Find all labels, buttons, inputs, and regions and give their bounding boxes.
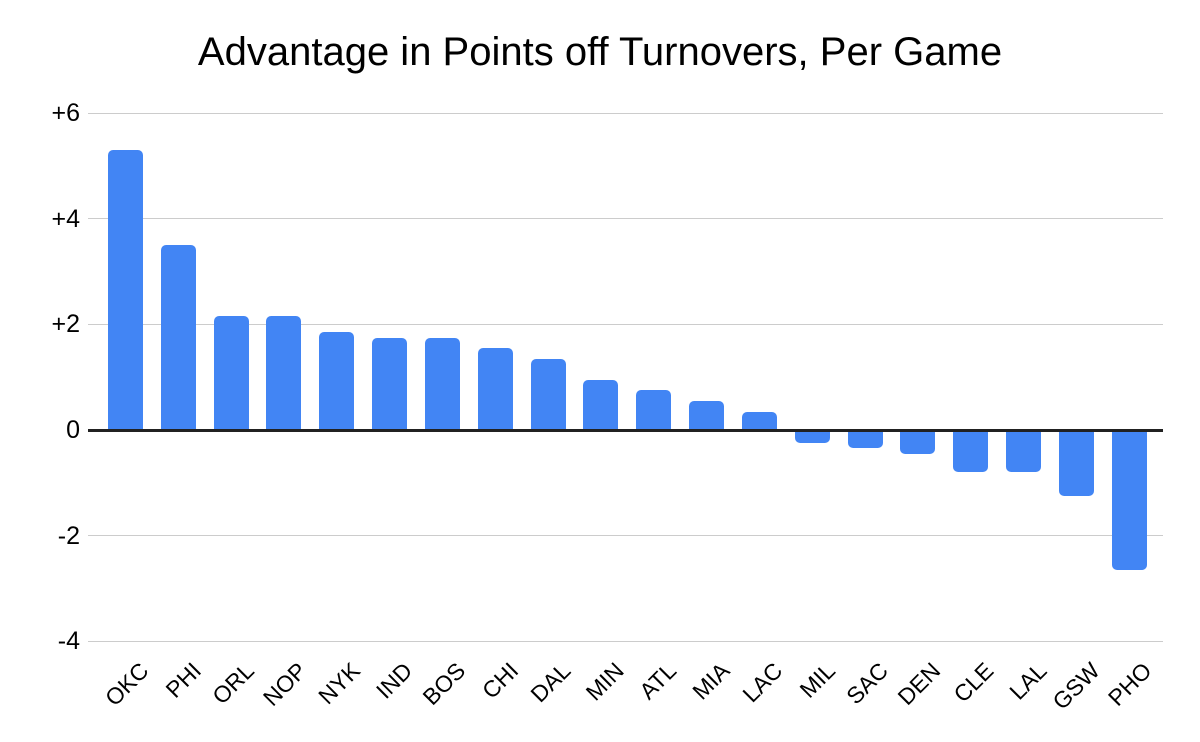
- bar-IND: [372, 337, 408, 430]
- y-tick-label--4: -4: [57, 627, 80, 656]
- bar-OKC: [108, 150, 143, 430]
- x-axis-label-BOS: BOS: [417, 657, 471, 711]
- gridline: [88, 323, 1163, 325]
- bar-DAL: [530, 358, 566, 430]
- gridline: [88, 640, 1163, 642]
- x-axis-label-MIL: MIL: [794, 657, 840, 703]
- gridline: [88, 112, 1163, 114]
- bar-ORL: [213, 316, 249, 430]
- y-tick-label-+4: +4: [51, 204, 80, 233]
- gridline: [88, 218, 1163, 220]
- bar-MIA: [689, 400, 725, 430]
- bar-CHI: [477, 348, 513, 430]
- bar-LAL: [1006, 430, 1042, 473]
- bar-PHI: [160, 245, 196, 430]
- bar-PHO: [1111, 430, 1147, 570]
- x-axis-label-PHO: PHO: [1103, 657, 1157, 711]
- y-tick-label-+6: +6: [51, 99, 80, 128]
- x-axis-label-ATL: ATL: [634, 657, 682, 705]
- x-axis-label-LAC: LAC: [737, 657, 788, 708]
- bar-DEN: [900, 430, 936, 454]
- gridline: [88, 535, 1163, 537]
- x-axis-label-DAL: DAL: [525, 657, 576, 708]
- x-axis-label-IND: IND: [370, 657, 418, 704]
- bar-SAC: [847, 430, 883, 449]
- x-axis-label-GSW: GSW: [1046, 657, 1105, 715]
- bar-MIL: [794, 430, 830, 444]
- x-axis-label-MIA: MIA: [687, 657, 735, 705]
- y-tick-label--2: -2: [57, 521, 80, 550]
- y-tick-label-+2: +2: [51, 310, 80, 339]
- bar-CLE: [953, 430, 989, 473]
- bar-GSW: [1058, 430, 1094, 496]
- x-axis-label-DEN: DEN: [892, 657, 946, 711]
- x-axis-label-ORL: ORL: [207, 657, 259, 710]
- x-axis-label-LAL: LAL: [1003, 657, 1052, 705]
- x-axis-label-CLE: CLE: [948, 657, 999, 708]
- x-axis-label-MIN: MIN: [580, 657, 629, 706]
- bar-ATL: [636, 390, 672, 430]
- bar-MIN: [583, 379, 619, 430]
- x-axis-label-PHI: PHI: [160, 657, 207, 703]
- bar-NYK: [319, 332, 355, 430]
- y-tick-label-0: 0: [66, 416, 80, 444]
- bar-BOS: [424, 337, 460, 430]
- x-axis-label-OKC: OKC: [99, 657, 154, 711]
- x-axis-zero-line: [88, 428, 1163, 432]
- bar-LAC: [741, 411, 777, 430]
- x-axis-label-NYK: NYK: [312, 657, 365, 710]
- x-axis-label-SAC: SAC: [840, 657, 893, 710]
- x-axis-label-CHI: CHI: [476, 657, 523, 704]
- bar-NOP: [266, 316, 302, 430]
- x-axis-label-NOP: NOP: [258, 657, 312, 711]
- chart-title: Advantage in Points off Turnovers, Per G…: [197, 30, 1003, 74]
